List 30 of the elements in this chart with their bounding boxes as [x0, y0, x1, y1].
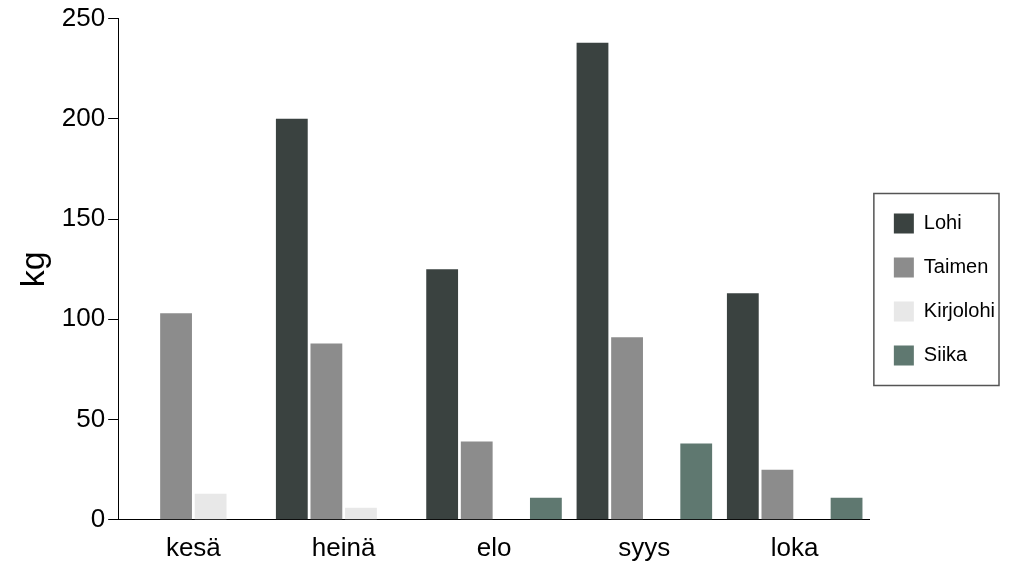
bar	[160, 313, 192, 520]
bar	[761, 469, 794, 520]
bar	[194, 493, 227, 520]
legend-label: Kirjolohi	[923, 299, 996, 322]
bar	[576, 42, 609, 520]
bar	[426, 269, 459, 520]
y-tick-label: 50	[76, 402, 106, 433]
y-tick-label: 150	[61, 202, 106, 233]
bar	[460, 441, 493, 520]
bar	[830, 497, 863, 520]
y-tick-label: 0	[90, 502, 106, 533]
legend-label: Lohi	[923, 211, 962, 234]
y-tick-label: 250	[61, 1, 106, 32]
x-tick-label: kesä	[165, 531, 222, 562]
bar	[529, 497, 562, 520]
y-tick-label: 100	[61, 302, 106, 333]
bar	[310, 343, 343, 520]
x-tick-label: elo	[476, 531, 512, 562]
legend-label: Taimen	[923, 255, 989, 278]
x-tick-label: syys	[618, 531, 671, 562]
bar	[611, 337, 643, 520]
bar	[275, 118, 308, 520]
bar	[726, 293, 759, 520]
y-axis-title: kg	[12, 251, 51, 288]
bar	[680, 443, 713, 520]
x-tick-label: heinä	[311, 531, 377, 562]
legend-label: Siika	[923, 343, 969, 366]
x-tick-label: loka	[770, 531, 820, 562]
y-tick-label: 200	[61, 102, 106, 133]
bar	[345, 507, 377, 520]
